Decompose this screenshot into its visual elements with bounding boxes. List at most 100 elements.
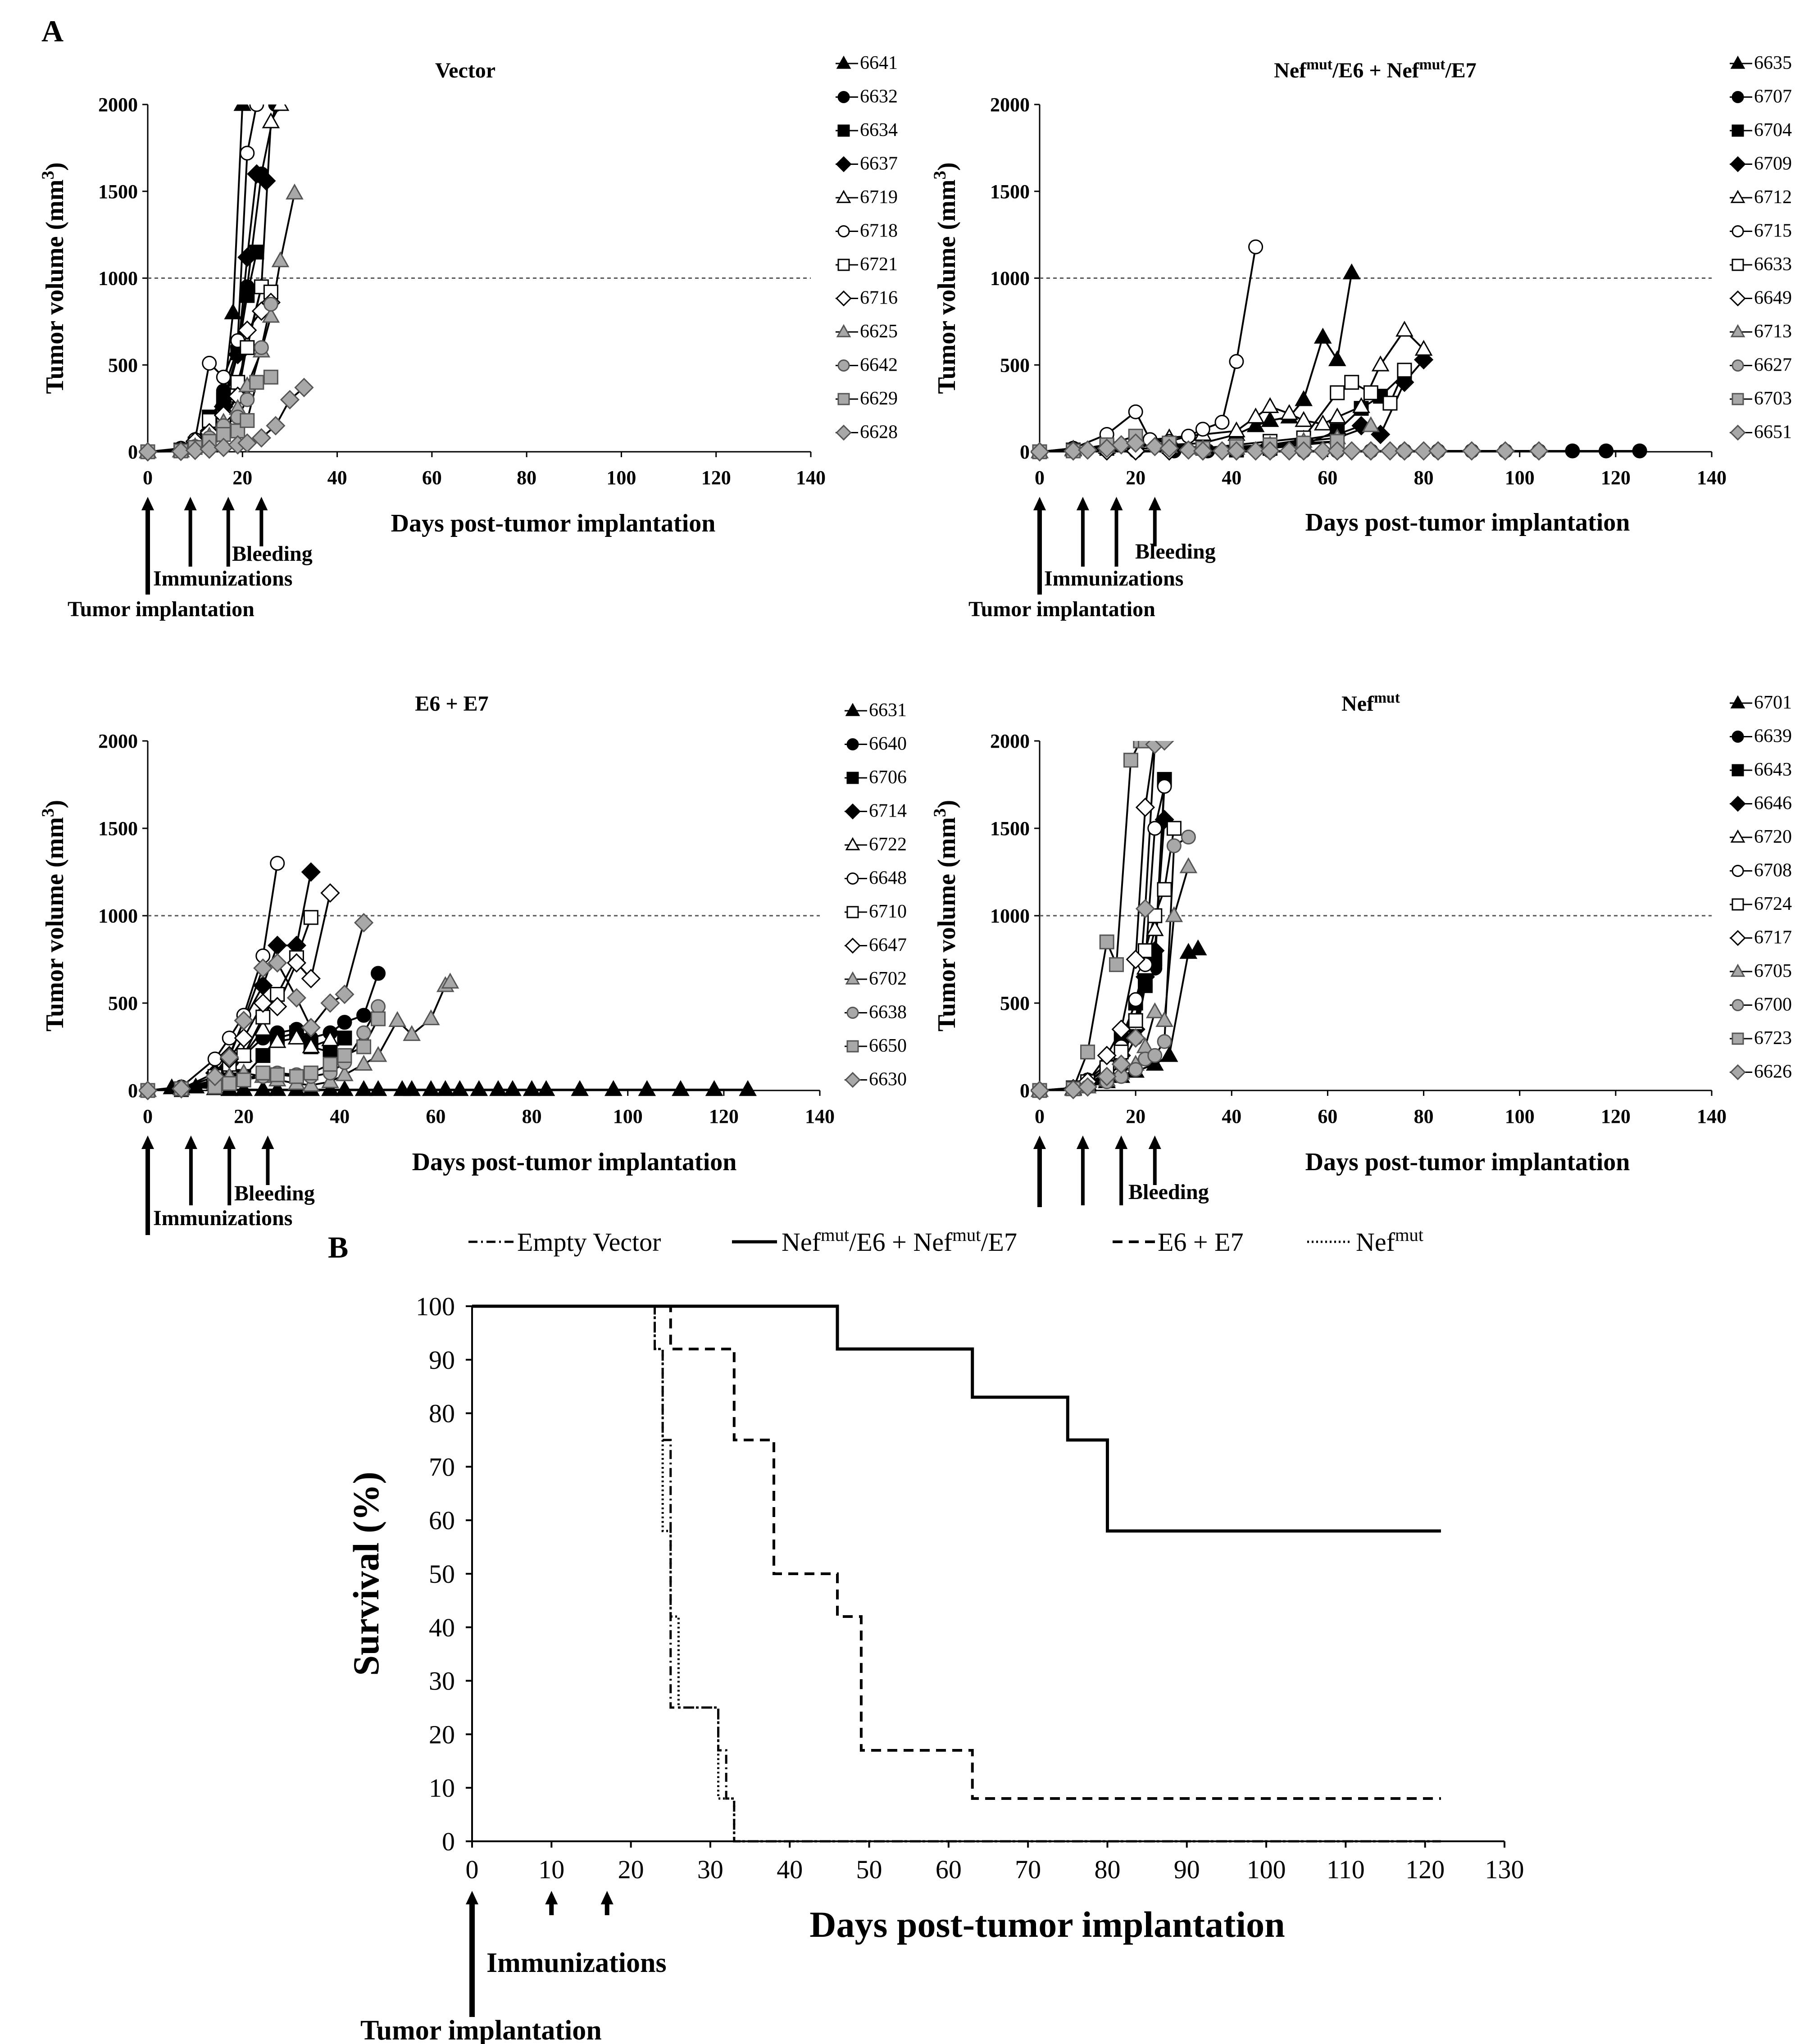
y-axis-label: Survival (%) xyxy=(345,1472,386,1676)
legend-label-6708: 6708 xyxy=(1754,860,1792,881)
arrow-2 xyxy=(1110,497,1123,567)
data-point-6628 xyxy=(294,377,314,397)
data-point-6700 xyxy=(1147,1048,1163,1063)
arrow-3 xyxy=(1148,1136,1161,1185)
y-tick-label: 30 xyxy=(429,1667,455,1696)
data-point-6724 xyxy=(1166,821,1182,836)
arrow-1 xyxy=(184,497,197,567)
data-point-6626 xyxy=(1154,741,1174,751)
data-point-6642 xyxy=(263,296,278,312)
data-point-6631 xyxy=(705,1080,723,1096)
legend-label-6637: 6637 xyxy=(860,154,898,174)
x-tick-label: 100 xyxy=(1505,467,1535,489)
x-tick-label: 20 xyxy=(1126,467,1145,489)
x-tick-label: 120 xyxy=(709,1105,739,1127)
y-tick-label: 500 xyxy=(1000,992,1030,1014)
data-point-6651 xyxy=(1193,441,1213,461)
x-tick-label: 120 xyxy=(701,467,731,489)
survival-line-E6 + E7 xyxy=(472,1305,1441,1800)
data-point-6633 xyxy=(1330,385,1345,400)
x-tick-label: 20 xyxy=(234,1105,254,1127)
x-tick-label: 20 xyxy=(618,1855,644,1884)
legend-marker xyxy=(836,324,851,337)
arrow-2-head xyxy=(222,497,235,510)
data-point-6635 xyxy=(1261,411,1279,427)
data-point-6637 xyxy=(237,247,257,267)
arrow-0-head xyxy=(141,1136,154,1149)
data-point-6651 xyxy=(1529,441,1549,461)
data-point-6630 xyxy=(301,1017,321,1037)
x-tick-label: 100 xyxy=(1505,1105,1535,1127)
data-point-6717 xyxy=(1135,797,1155,818)
data-point-6647 xyxy=(301,969,321,989)
y-tick-label: 2000 xyxy=(98,94,138,116)
legend-label-6717: 6717 xyxy=(1754,927,1792,948)
legend-label-6703: 6703 xyxy=(1754,388,1792,409)
data-point-6631 xyxy=(336,1080,354,1096)
arrow-3-head xyxy=(261,1136,274,1149)
y-tick-label: 0 xyxy=(1020,1080,1030,1102)
x-tick-label: 0 xyxy=(1035,1105,1045,1127)
data-point-6630 xyxy=(171,1079,191,1099)
data-point-6651 xyxy=(1313,441,1333,461)
data-point-6631 xyxy=(450,1080,469,1096)
y-tick-label: 20 xyxy=(429,1720,455,1749)
legend-label-6634: 6634 xyxy=(860,120,898,141)
immunizations-label: Immunizations xyxy=(1044,567,1183,590)
data-point-6631 xyxy=(523,1080,541,1096)
data-point-6706 xyxy=(255,1048,271,1063)
data-point-6722 xyxy=(254,1020,272,1036)
bleeding-label: Bleeding xyxy=(1128,1180,1209,1204)
data-point-6647 xyxy=(320,883,340,903)
arrow-0-head xyxy=(1033,497,1046,510)
data-point-6630 xyxy=(335,984,355,1004)
legend-label-6648: 6648 xyxy=(869,868,907,889)
data-point-6651 xyxy=(1327,441,1347,461)
legend-marker xyxy=(1730,424,1746,441)
data-point-6715 xyxy=(1248,239,1264,254)
panel-a-label: A xyxy=(41,14,64,48)
legend-label-6626: 6626 xyxy=(1754,1062,1792,1082)
arrow-2-head xyxy=(1110,497,1123,510)
arrow-1-head xyxy=(184,1136,197,1149)
legend-marker xyxy=(836,424,852,441)
arrow-1-head xyxy=(1076,1136,1089,1149)
data-point-6651 xyxy=(1077,440,1098,460)
data-point-6631 xyxy=(537,1080,555,1096)
legend-marker xyxy=(846,1007,859,1019)
x-tick-label: 80 xyxy=(517,467,536,489)
data-point-6638 xyxy=(371,999,386,1014)
x-tick-label: 40 xyxy=(330,1105,350,1127)
series-line-6719 xyxy=(147,104,282,453)
data-point-6631 xyxy=(638,1080,656,1096)
data-point-6630 xyxy=(205,1067,225,1086)
data-point-6631 xyxy=(321,1080,339,1096)
legend-marker xyxy=(1732,259,1744,271)
y-tick-label: 1000 xyxy=(98,268,138,290)
legend-label: Nefmut xyxy=(1356,1225,1424,1257)
chart-title: E6 + E7 xyxy=(415,692,488,716)
data-point-6651 xyxy=(1031,442,1050,462)
data-point-6712 xyxy=(1280,404,1298,420)
data-point-6715 xyxy=(1128,404,1143,419)
x-tick-label: 110 xyxy=(1327,1855,1365,1884)
legend-label-6642: 6642 xyxy=(860,355,898,376)
data-point-6707 xyxy=(1599,443,1614,459)
legend-marker xyxy=(837,124,850,137)
y-tick-label: 500 xyxy=(1000,354,1030,376)
y-tick-label: 0 xyxy=(442,1827,455,1856)
data-point-6720 xyxy=(1145,920,1164,936)
legend-label-6628: 6628 xyxy=(860,422,898,443)
data-point-6651 xyxy=(1428,441,1448,461)
x-tick-label: 20 xyxy=(232,467,252,489)
y-tick-label: 1500 xyxy=(990,181,1030,203)
legend-marker xyxy=(845,803,861,820)
legend-label-6650: 6650 xyxy=(869,1036,907,1056)
data-point-6723 xyxy=(1123,753,1138,768)
data-point-6713 xyxy=(1362,416,1380,432)
data-point-6626 xyxy=(1097,1067,1117,1086)
y-tick-label: 2000 xyxy=(990,730,1030,752)
data-point-6642 xyxy=(254,340,269,355)
y-tick-label: 0 xyxy=(128,441,138,463)
legend-marker xyxy=(1730,963,1745,977)
